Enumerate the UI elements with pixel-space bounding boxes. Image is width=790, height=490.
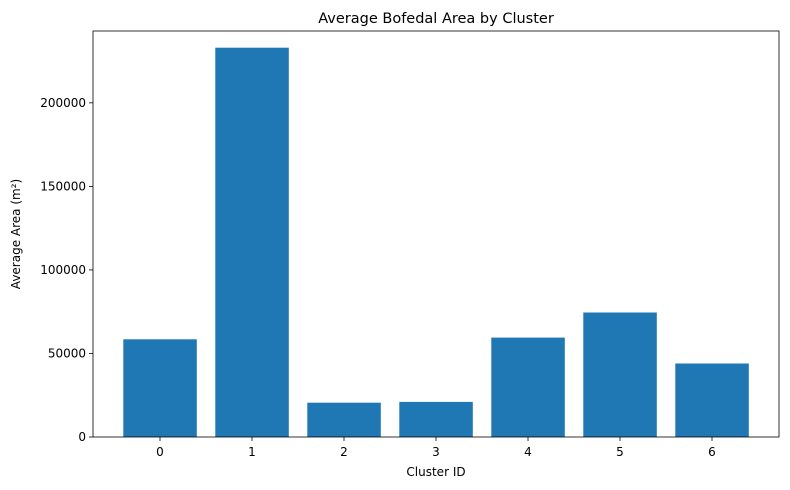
- bar-group: [123, 47, 749, 437]
- x-tick-label: 6: [708, 445, 716, 459]
- bar-cluster-0: [123, 339, 197, 437]
- x-tick-label: 3: [432, 445, 440, 459]
- bar-cluster-4: [491, 337, 565, 437]
- bar-cluster-6: [675, 363, 749, 437]
- x-axis-label: Cluster ID: [406, 465, 465, 479]
- y-tick-label: 150000: [40, 179, 86, 193]
- y-axis-label: Average Area (m²): [9, 179, 23, 289]
- bar-cluster-5: [583, 312, 657, 437]
- x-tick-label: 0: [156, 445, 164, 459]
- bar-cluster-1: [215, 47, 289, 437]
- y-tick-label: 50000: [48, 346, 86, 360]
- x-axis-ticks: 0 1 2 3 4 5 6: [156, 437, 716, 459]
- bar-cluster-2: [307, 402, 381, 437]
- y-tick-label: 0: [78, 430, 86, 444]
- y-tick-label: 100000: [40, 263, 86, 277]
- y-tick-label: 200000: [40, 96, 86, 110]
- x-tick-label: 5: [616, 445, 624, 459]
- bar-cluster-3: [399, 401, 473, 437]
- x-tick-label: 1: [248, 445, 256, 459]
- chart-title: Average Bofedal Area by Cluster: [318, 11, 554, 27]
- x-tick-label: 2: [340, 445, 348, 459]
- x-tick-label: 4: [524, 445, 532, 459]
- y-axis-ticks: 0 50000 100000 150000 200000: [40, 96, 93, 444]
